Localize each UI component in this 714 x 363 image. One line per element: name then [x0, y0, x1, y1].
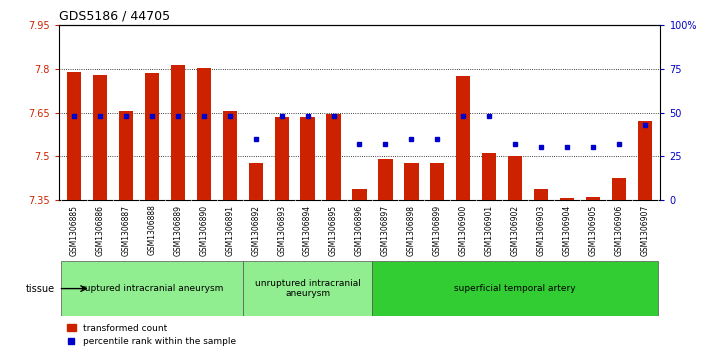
Bar: [274, 117, 288, 200]
Bar: [196, 68, 211, 200]
Bar: [119, 111, 133, 200]
Text: GSM1306907: GSM1306907: [640, 205, 650, 256]
Bar: [612, 178, 626, 200]
Text: unruptured intracranial
aneurysm: unruptured intracranial aneurysm: [255, 279, 361, 298]
Text: GSM1306902: GSM1306902: [511, 205, 520, 256]
Text: superficial temporal artery: superficial temporal artery: [454, 284, 576, 293]
Bar: [145, 73, 159, 200]
Text: GSM1306896: GSM1306896: [355, 205, 364, 256]
Bar: [353, 189, 366, 200]
Bar: [373, 261, 658, 316]
Bar: [243, 261, 373, 316]
Text: GSM1306890: GSM1306890: [199, 205, 208, 256]
Bar: [171, 65, 185, 200]
Text: GSM1306886: GSM1306886: [96, 205, 104, 256]
Text: GSM1306895: GSM1306895: [329, 205, 338, 256]
Text: GSM1306893: GSM1306893: [277, 205, 286, 256]
Bar: [560, 198, 574, 200]
Text: GSM1306891: GSM1306891: [226, 205, 234, 256]
Bar: [456, 76, 471, 200]
Bar: [67, 72, 81, 200]
Text: GSM1306905: GSM1306905: [588, 205, 598, 256]
Bar: [431, 163, 445, 200]
Bar: [301, 117, 315, 200]
Text: tissue: tissue: [26, 284, 55, 294]
Text: GSM1306901: GSM1306901: [485, 205, 493, 256]
Bar: [223, 111, 237, 200]
Bar: [248, 163, 263, 200]
Bar: [586, 197, 600, 200]
Bar: [508, 156, 523, 200]
Text: GSM1306900: GSM1306900: [459, 205, 468, 256]
Bar: [378, 159, 393, 200]
Bar: [482, 153, 496, 200]
Bar: [93, 75, 107, 200]
Bar: [61, 261, 243, 316]
Text: ruptured intracranial aneurysm: ruptured intracranial aneurysm: [81, 284, 223, 293]
Legend: transformed count, percentile rank within the sample: transformed count, percentile rank withi…: [63, 320, 240, 350]
Text: GSM1306888: GSM1306888: [148, 205, 156, 256]
Text: GSM1306898: GSM1306898: [407, 205, 416, 256]
Text: GSM1306894: GSM1306894: [303, 205, 312, 256]
Text: GSM1306892: GSM1306892: [251, 205, 260, 256]
Bar: [326, 114, 341, 200]
Text: GSM1306887: GSM1306887: [121, 205, 131, 256]
Text: GSM1306903: GSM1306903: [537, 205, 545, 256]
Text: GSM1306899: GSM1306899: [433, 205, 442, 256]
Text: GDS5186 / 44705: GDS5186 / 44705: [59, 10, 170, 23]
Text: GSM1306885: GSM1306885: [69, 205, 79, 256]
Text: GSM1306889: GSM1306889: [174, 205, 182, 256]
Bar: [404, 163, 418, 200]
Bar: [534, 189, 548, 200]
Text: GSM1306897: GSM1306897: [381, 205, 390, 256]
Bar: [638, 121, 652, 200]
Text: GSM1306906: GSM1306906: [615, 205, 623, 256]
Text: GSM1306904: GSM1306904: [563, 205, 571, 256]
